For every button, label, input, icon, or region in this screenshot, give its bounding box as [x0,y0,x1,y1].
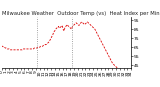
Text: Milwaukee Weather  Outdoor Temp (vs)  Heat Index per Minute (Last 24 Hours): Milwaukee Weather Outdoor Temp (vs) Heat… [2,11,160,16]
